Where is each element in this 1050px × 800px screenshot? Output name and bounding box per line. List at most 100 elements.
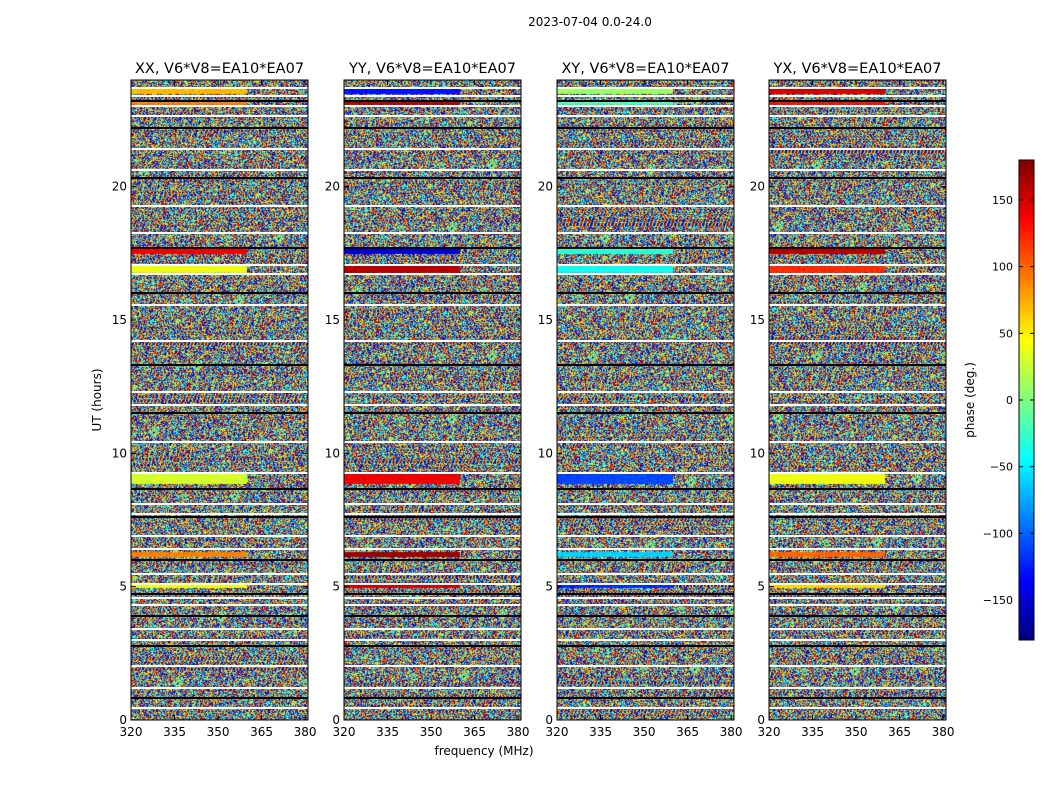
flagged-row (131, 169, 308, 171)
flagged-row (131, 87, 308, 89)
y-tick-label: 5 (545, 580, 553, 594)
flagged-row (769, 697, 946, 699)
flagged-row (769, 441, 946, 443)
flagged-row (344, 441, 521, 443)
flagged-row (769, 503, 946, 505)
colorbar: −150 −100 −50 0 50 100 150 phase (deg.) (963, 159, 1035, 641)
flagged-row (131, 232, 308, 234)
flagged-row (131, 628, 308, 630)
flagged-row (769, 391, 946, 393)
flagged-row (557, 441, 734, 443)
flagged-row (769, 148, 946, 150)
panel-frame (556, 79, 735, 721)
flagged-row (344, 87, 521, 89)
flagged-row (557, 559, 734, 561)
flagged-row (131, 441, 308, 443)
flagged-row (344, 115, 521, 117)
flagged-row (131, 105, 308, 107)
flagged-row (769, 105, 946, 107)
flagged-row (344, 412, 521, 414)
flagged-row (131, 548, 308, 550)
panels: XX, V6*V8=EA10*EA07 320 335 350 365 380 0 5 10 15… (112, 61, 955, 739)
flagged-row (769, 604, 946, 606)
y-tick-label: 0 (757, 713, 765, 727)
flagged-row (557, 645, 734, 647)
flagged-row (131, 707, 308, 709)
flagged-row (769, 573, 946, 575)
flagged-row (344, 273, 521, 275)
x-tick-label: 350 (207, 725, 230, 739)
flagged-row (557, 115, 734, 117)
flagged-row (131, 127, 308, 129)
flagged-row (131, 583, 308, 585)
flagged-row (131, 573, 308, 575)
x-tick-label: 335 (801, 725, 824, 739)
flagged-row (344, 391, 521, 393)
flagged-row (769, 628, 946, 630)
flagged-row (131, 687, 308, 689)
flagged-row (131, 597, 308, 599)
flagged-row (557, 604, 734, 606)
flagged-row (131, 404, 308, 406)
heatmap-raster-xy (557, 80, 734, 720)
flagged-row (131, 472, 308, 474)
flagged-row (557, 340, 734, 342)
flagged-row (344, 232, 521, 234)
flagged-row (769, 472, 946, 474)
flagged-row (344, 488, 521, 490)
flagged-row (557, 628, 734, 630)
flagged-row (344, 573, 521, 575)
y-tick-label: 20 (112, 180, 127, 194)
flagged-row (557, 148, 734, 150)
flagged-row (557, 100, 734, 102)
flagged-row (131, 488, 308, 490)
y-tick-label: 0 (545, 713, 553, 727)
flagged-row (769, 593, 946, 595)
flagged-row (557, 583, 734, 585)
flagged-row (769, 205, 946, 207)
x-tick-label: 320 (333, 725, 356, 739)
panel-yy: YY, V6*V8=EA10*EA07 320 335 350 365 380 0 5 10 15… (325, 61, 530, 739)
x-tick-label: 335 (376, 725, 399, 739)
flagged-row (557, 404, 734, 406)
flagged-row (769, 340, 946, 342)
flagged-row (131, 615, 308, 617)
flagged-row (344, 697, 521, 699)
flagged-row (557, 615, 734, 617)
flagged-row (131, 115, 308, 117)
flagged-row (344, 687, 521, 689)
flagged-row (557, 95, 734, 97)
y-tick-label: 5 (332, 580, 340, 594)
flagged-row (131, 292, 308, 294)
flagged-row (769, 273, 946, 275)
colorbar-tick-label: 0 (1006, 394, 1013, 407)
flagged-row (557, 105, 734, 107)
panel-frame (130, 79, 309, 721)
flagged-row (131, 247, 308, 249)
flagged-row (344, 535, 521, 537)
x-axis-label: frequency (MHz) (434, 744, 533, 758)
flagged-row (769, 597, 946, 599)
flagged-row (557, 232, 734, 234)
flagged-row (344, 513, 521, 515)
x-tick-label: 350 (845, 725, 868, 739)
x-tick-label: 320 (758, 725, 781, 739)
flagged-row (769, 264, 946, 266)
flagged-row (557, 273, 734, 275)
flagged-row (769, 513, 946, 515)
flagged-row (557, 247, 734, 249)
flagged-row (557, 205, 734, 207)
flagged-row (769, 687, 946, 689)
flagged-row (557, 513, 734, 515)
flagged-row (769, 232, 946, 234)
x-tick-label: 350 (420, 725, 443, 739)
x-tick-label: 380 (507, 725, 530, 739)
x-tick-label: 320 (120, 725, 143, 739)
flagged-row (344, 364, 521, 366)
flagged-row (344, 177, 521, 179)
flagged-row (131, 205, 308, 207)
x-tick-label: 335 (163, 725, 186, 739)
flagged-row (769, 548, 946, 550)
flagged-row (344, 665, 521, 667)
